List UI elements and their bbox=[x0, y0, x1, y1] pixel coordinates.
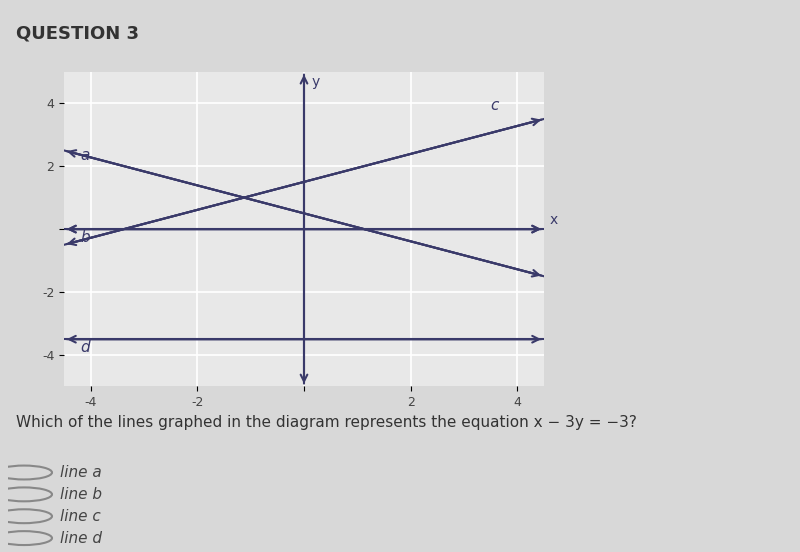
Text: line c: line c bbox=[60, 509, 101, 524]
Text: a: a bbox=[80, 148, 90, 163]
Text: b: b bbox=[80, 230, 90, 245]
Text: line a: line a bbox=[60, 465, 102, 480]
Text: c: c bbox=[490, 98, 499, 113]
Text: x: x bbox=[550, 214, 558, 227]
Text: line b: line b bbox=[60, 487, 102, 502]
Text: d: d bbox=[80, 340, 90, 355]
Text: Which of the lines graphed in the diagram represents the equation x − 3y = −3?: Which of the lines graphed in the diagra… bbox=[16, 415, 637, 430]
Text: line d: line d bbox=[60, 530, 102, 545]
Text: QUESTION 3: QUESTION 3 bbox=[16, 24, 139, 42]
Text: y: y bbox=[312, 75, 320, 89]
